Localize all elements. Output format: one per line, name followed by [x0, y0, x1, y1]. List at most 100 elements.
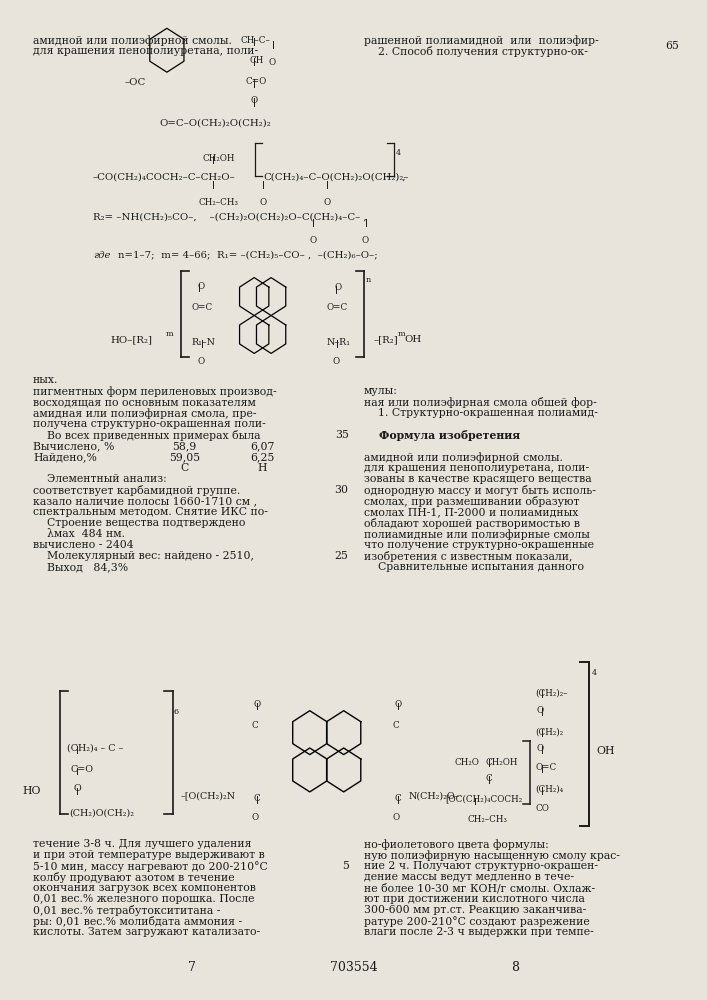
- Text: 5-10 мин, массу нагревают до 200-210°С: 5-10 мин, массу нагревают до 200-210°С: [33, 861, 268, 872]
- Text: ратуре 200-210°С создают разрежение: ратуре 200-210°С создают разрежение: [364, 916, 590, 927]
- Text: R₂= –NH(CH₂)₅CO–,    –(CH₂)₂O(CH₂)₂O–C(CH₂)₄–C– ,: R₂= –NH(CH₂)₅CO–, –(CH₂)₂O(CH₂)₂O–C(CH₂)…: [93, 213, 367, 222]
- Text: HO–[R₂]: HO–[R₂]: [110, 335, 153, 344]
- Text: C: C: [486, 774, 493, 783]
- Text: ную полиэфирную насыщенную смолу крас-: ную полиэфирную насыщенную смолу крас-: [364, 850, 620, 861]
- Text: обладают хорошей растворимостью в: обладают хорошей растворимостью в: [364, 518, 580, 529]
- Text: CH: CH: [250, 56, 264, 65]
- Text: окончания загрузок всех компонентов: окончания загрузок всех компонентов: [33, 883, 256, 893]
- Text: 1. Структурно-окрашенная полиамид-: 1. Структурно-окрашенная полиамид-: [364, 408, 598, 418]
- Text: C: C: [254, 794, 260, 803]
- Text: 300-600 мм рт.ст. Реакцию заканчива-: 300-600 мм рт.ст. Реакцию заканчива-: [364, 905, 586, 915]
- Text: O: O: [309, 236, 316, 245]
- Text: O: O: [334, 283, 341, 292]
- Text: ,: ,: [399, 173, 406, 182]
- Text: мулы:: мулы:: [364, 386, 398, 396]
- Text: CO: CO: [535, 804, 549, 813]
- Text: колбу продувают азотом в течение: колбу продувают азотом в течение: [33, 872, 235, 883]
- Text: для крашения пенополиуретана, поли-: для крашения пенополиуретана, поли-: [364, 463, 589, 473]
- Text: N–R₁: N–R₁: [327, 338, 351, 347]
- Text: O: O: [197, 282, 204, 291]
- Text: (CH₂)₂: (CH₂)₂: [535, 727, 563, 736]
- Text: Сравнительные испытания данного: Сравнительные испытания данного: [364, 562, 584, 572]
- Text: ние 2 ч. Получают структурно-окрашен-: ние 2 ч. Получают структурно-окрашен-: [364, 861, 598, 871]
- Text: кислоты. Затем загружают катализато-: кислоты. Затем загружают катализато-: [33, 927, 260, 937]
- Text: Во всех приведенных примерах была: Во всех приведенных примерах была: [33, 430, 261, 441]
- Text: 8: 8: [511, 961, 520, 974]
- Text: где: где: [93, 251, 110, 260]
- Text: C: C: [392, 721, 399, 730]
- Text: O: O: [254, 700, 261, 709]
- Text: для крашения пенополиуретана, поли-: для крашения пенополиуретана, поли-: [33, 46, 258, 56]
- Text: амидной или полиэфирной смолы.: амидной или полиэфирной смолы.: [364, 452, 563, 463]
- Text: Строение вещества подтверждено: Строение вещества подтверждено: [33, 518, 245, 528]
- Text: амидная или полиэфирная смола, пре-: амидная или полиэфирная смола, пре-: [33, 408, 257, 419]
- Text: С: С: [180, 463, 189, 473]
- Text: C=O: C=O: [245, 77, 267, 86]
- Text: Формула изобретения: Формула изобретения: [364, 430, 520, 441]
- Text: CH₂OH: CH₂OH: [202, 154, 235, 163]
- Text: –[O(CH₂)₂N: –[O(CH₂)₂N: [181, 791, 236, 800]
- Text: OH: OH: [404, 335, 421, 344]
- Text: n: n: [366, 276, 371, 284]
- Text: Выход   84,3%: Выход 84,3%: [33, 562, 128, 572]
- Text: течение 3-8 ч. Для лучшего удаления: течение 3-8 ч. Для лучшего удаления: [33, 839, 252, 849]
- Text: что получение структурно-окрашенные: что получение структурно-окрашенные: [364, 540, 594, 550]
- Text: изобретения с известным показали,: изобретения с известным показали,: [364, 551, 573, 562]
- Text: –OC: –OC: [124, 78, 146, 87]
- Text: HO: HO: [23, 786, 41, 796]
- Text: [OC(CH₂)₄COCH₂: [OC(CH₂)₄COCH₂: [445, 794, 522, 803]
- Text: O=C: O=C: [327, 303, 348, 312]
- Text: R₁–N: R₁–N: [192, 338, 216, 347]
- Text: O=C–O(CH₂)₂O(CH₂)₂: O=C–O(CH₂)₂O(CH₂)₂: [160, 118, 271, 127]
- Text: 0,01 вес.% железного порошка. После: 0,01 вес.% железного порошка. После: [33, 894, 255, 904]
- Text: однородную массу и могут быть исполь-: однородную массу и могут быть исполь-: [364, 485, 596, 496]
- Text: и при этой температуре выдерживают в: и при этой температуре выдерживают в: [33, 850, 265, 860]
- Text: 59,05: 59,05: [169, 452, 200, 462]
- Text: –CO(CH₂)₄COCH₂–C–CH₂O–: –CO(CH₂)₄COCH₂–C–CH₂O–: [93, 173, 235, 182]
- Text: CH₂–CH₃: CH₂–CH₃: [467, 815, 508, 824]
- Text: дение массы ведут медленно в тече-: дение массы ведут медленно в тече-: [364, 872, 574, 882]
- Text: (CH₂)₂–: (CH₂)₂–: [535, 688, 568, 697]
- Text: спектральным методом. Снятие ИКС по-: спектральным методом. Снятие ИКС по-: [33, 507, 268, 517]
- Text: (CH₂)₄: (CH₂)₄: [535, 784, 563, 793]
- Text: 30: 30: [334, 485, 349, 495]
- Text: O=C: O=C: [192, 303, 213, 312]
- Text: CH₂OH: CH₂OH: [486, 758, 518, 767]
- Text: зованы в качестве красящего вещества: зованы в качестве красящего вещества: [364, 474, 592, 484]
- Text: 65: 65: [665, 41, 679, 51]
- Text: влаги после 2-3 ч выдержки при темпе-: влаги после 2-3 ч выдержки при темпе-: [364, 927, 594, 937]
- Text: C: C: [395, 794, 401, 803]
- Text: 4: 4: [592, 669, 597, 677]
- Text: ют при достижении кислотного числа: ют при достижении кислотного числа: [364, 894, 585, 904]
- Text: казало наличие полосы 1660-1710 см ,: казало наличие полосы 1660-1710 см ,: [33, 496, 257, 506]
- Text: O: O: [332, 357, 339, 366]
- Text: соответствует карбамидной группе.: соответствует карбамидной группе.: [33, 485, 240, 496]
- Text: O: O: [259, 198, 267, 207]
- Text: вычислено - 2404: вычислено - 2404: [33, 540, 134, 550]
- Text: O: O: [392, 813, 399, 822]
- Text: O: O: [323, 198, 330, 207]
- Text: смолах ПН-1, П-2000 и полиамидных: смолах ПН-1, П-2000 и полиамидных: [364, 507, 578, 517]
- Text: CH₂O: CH₂O: [454, 758, 479, 767]
- Text: m: m: [398, 330, 406, 338]
- Text: λмах  484 нм.: λмах 484 нм.: [33, 529, 125, 539]
- Text: 58,9: 58,9: [173, 441, 197, 451]
- Text: N(CH₂)₂O–: N(CH₂)₂O–: [409, 791, 460, 800]
- Text: 0,01 вес.% тетрабутоксититана -: 0,01 вес.% тетрабутоксититана -: [33, 905, 221, 916]
- Text: (CH₂)₄ – C –: (CH₂)₄ – C –: [67, 743, 123, 752]
- Text: 35: 35: [334, 430, 349, 440]
- Text: Найдено,%: Найдено,%: [33, 452, 97, 462]
- Text: O: O: [252, 813, 259, 822]
- Text: CH–C–: CH–C–: [241, 36, 271, 45]
- Text: C(CH₂)₄–C–O(CH₂)₂O(CH₂)₂–: C(CH₂)₄–C–O(CH₂)₂O(CH₂)₂–: [264, 173, 409, 182]
- Text: но-фиолетового цвета формулы:: но-фиолетового цвета формулы:: [364, 839, 549, 850]
- Text: ных.: ных.: [33, 375, 59, 385]
- Text: 6,07: 6,07: [250, 441, 274, 451]
- Text: O: O: [395, 700, 402, 709]
- Text: ная или полиэфирная смола обшей фор-: ная или полиэфирная смола обшей фор-: [364, 397, 597, 408]
- Text: 7: 7: [187, 961, 195, 974]
- Text: C: C: [252, 721, 258, 730]
- Text: ры: 0,01 вес.% молибдата аммония -: ры: 0,01 вес.% молибдата аммония -: [33, 916, 243, 927]
- Text: O: O: [537, 744, 544, 753]
- Text: пигментных форм периленовых производ-: пигментных форм периленовых производ-: [33, 386, 276, 397]
